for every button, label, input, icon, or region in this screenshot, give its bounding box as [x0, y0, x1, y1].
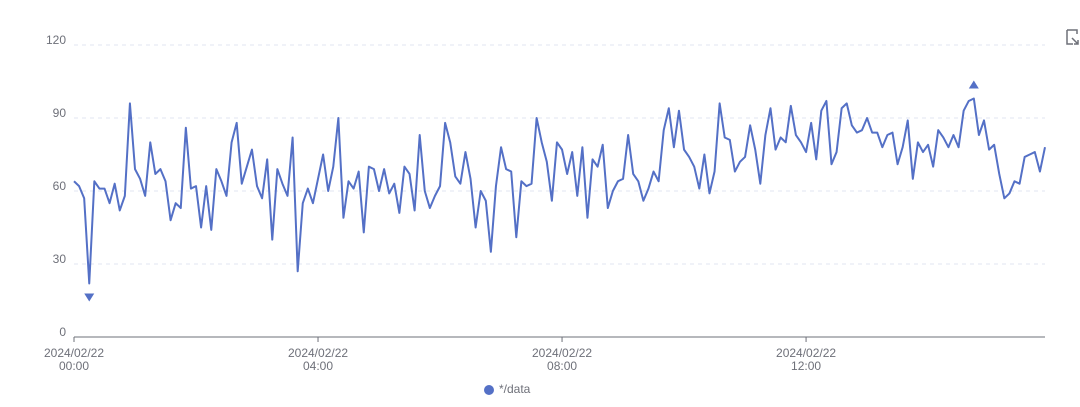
max-marker — [968, 80, 979, 89]
y-tick-label: 0 — [59, 325, 66, 339]
min-marker — [84, 293, 95, 302]
legend-swatch — [484, 385, 494, 395]
x-tick-label: 2024/02/22 12:00 — [776, 346, 836, 373]
x-tick-label: 2024/02/22 08:00 — [532, 346, 592, 373]
restore-icon[interactable] — [1066, 29, 1079, 45]
legend-label: */data — [499, 382, 531, 396]
y-tick-label: 30 — [53, 252, 67, 266]
data-line — [73, 97, 1046, 285]
x-tick-label: 2024/02/22 04:00 — [288, 346, 348, 373]
legend-item[interactable]: */data — [484, 382, 531, 396]
toolbox-icon[interactable] — [1066, 29, 1079, 45]
y-tick-label: 120 — [46, 33, 66, 47]
x-tick-label: 2024/02/22 00:00 — [44, 346, 104, 373]
y-tick-label: 60 — [53, 179, 67, 193]
y-tick-label: 90 — [53, 106, 67, 120]
